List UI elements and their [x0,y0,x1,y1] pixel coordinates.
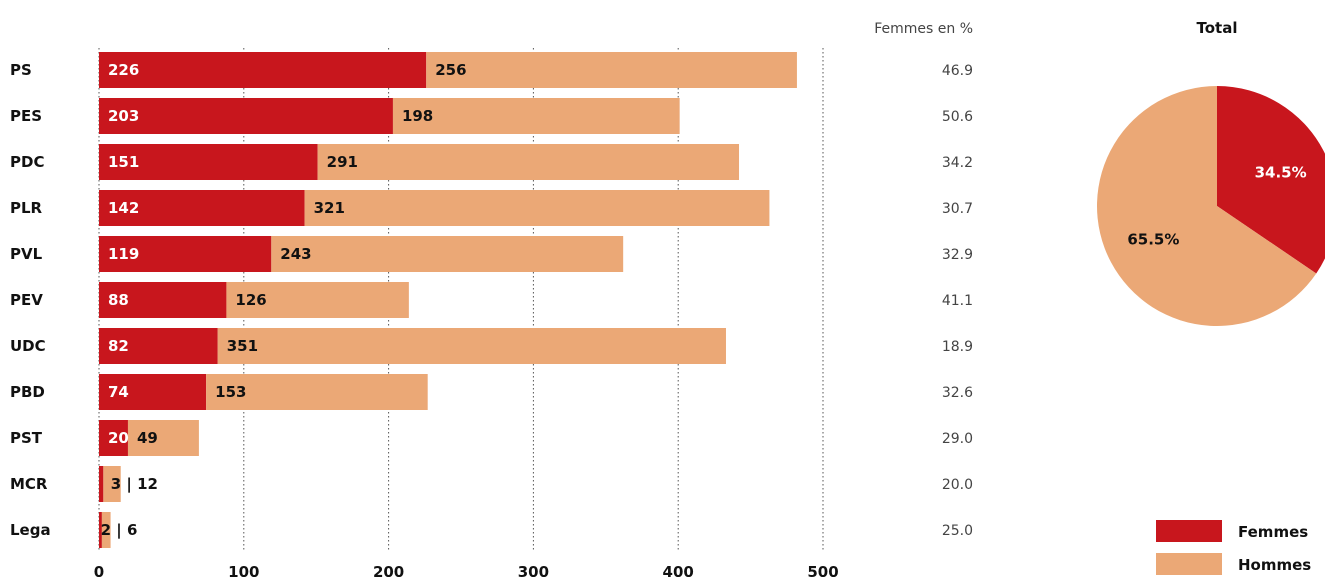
bar-hommes [426,52,797,88]
data-label-hommes: 256 [435,61,466,79]
bar-femmes [99,466,104,502]
bar-hommes [304,190,770,226]
percent-value: 20.0 [942,477,973,493]
data-label-femmes: 20 [108,429,129,447]
category-label: PEV [10,291,43,309]
bar-femmes [99,374,207,410]
category-label: PLR [10,199,43,217]
legend-label-femmes: Femmes [1238,523,1308,541]
category-label: PES [10,107,42,125]
percent-value: 41.1 [942,293,973,309]
legend-label-hommes: Hommes [1238,556,1311,574]
bar-hommes [226,282,409,318]
percent-value: 30.7 [942,201,973,217]
percent-value: 29.0 [942,431,973,447]
bar-femmes [99,144,318,180]
x-tick-label: 500 [807,563,838,579]
pie-title: Total [1197,19,1238,37]
data-label-femmes: 203 [108,107,139,125]
percent-column: 46.9 50.6 34.2 30.7 32.9 41.1 18.9 32.6 29.0 20.0… [942,63,973,539]
data-label-hommes: 291 [327,153,358,171]
labels: PS 226 256 PES 203 198 PDC 151 291 PLR 142 321 PVL 11… [10,61,839,579]
percent-value: 34.2 [942,155,973,171]
bar-femmes [99,190,305,226]
data-label-hommes: 321 [314,199,345,217]
x-tick-label: 0 [94,563,104,579]
bar-hommes [317,144,740,180]
data-label-hommes: 126 [235,291,266,309]
legend-swatch-femmes [1156,520,1222,542]
data-label-femmes: 74 [108,383,129,401]
pie-value-label: 65.5% [1127,231,1179,249]
legend-swatch-hommes [1156,553,1222,575]
percent-value: 46.9 [942,63,973,79]
bars [99,52,797,548]
data-label-femmes: 119 [108,245,139,263]
data-label-hommes: 49 [137,429,158,447]
data-label-hommes: 351 [227,337,258,355]
data-label: 3 | 12 [111,475,158,494]
data-label-hommes: 153 [215,383,246,401]
x-tick-label: 100 [228,563,259,579]
x-tick-label: 300 [518,563,549,579]
category-label: PBD [10,383,45,401]
category-label: PDC [10,153,44,171]
bar-femmes [99,512,102,548]
category-label: Lega [10,521,51,539]
x-tick-label: 400 [663,563,694,579]
data-label-hommes: 198 [402,107,433,125]
category-label: UDC [10,337,46,355]
data-label-femmes: 151 [108,153,139,171]
data-label: 2 | 6 [101,521,138,540]
bar-femmes [99,236,272,272]
legend: Femmes Hommes [1156,520,1311,575]
data-label-hommes: 243 [280,245,311,263]
bar-hommes [127,420,199,456]
pie-slice-hommes [1096,86,1317,326]
data-label-femmes: 142 [108,199,139,217]
bar-femmes [99,98,393,134]
pie-value-label: 34.5% [1255,163,1307,181]
percent-value: 32.6 [942,385,973,401]
category-label: PS [10,61,32,79]
bar-hommes [271,236,624,272]
bar-femmes [99,282,227,318]
percent-value: 50.6 [942,109,973,125]
category-label: MCR [10,475,48,493]
bar-hommes [103,466,121,502]
bar-femmes [99,328,218,364]
bar-hommes [392,98,680,134]
percent-value: 25.0 [942,523,973,539]
bar-hommes [217,328,726,364]
bar-hommes [101,512,111,548]
pie-slice-femmes [1217,86,1325,274]
category-label: PVL [10,245,43,263]
percent-column-title: Femmes en % [874,21,973,37]
x-tick-label: 200 [373,563,404,579]
bar-femmes [99,420,128,456]
percent-value: 32.9 [942,247,973,263]
pie-chart: 34.5% 65.5% [1096,86,1325,326]
percent-value: 18.9 [942,339,973,355]
bar-femmes [99,52,427,88]
data-label-femmes: 88 [108,291,129,309]
data-label-femmes: 82 [108,337,129,355]
category-label: PST [10,429,43,447]
data-label-femmes: 226 [108,61,139,79]
bar-hommes [206,374,428,410]
